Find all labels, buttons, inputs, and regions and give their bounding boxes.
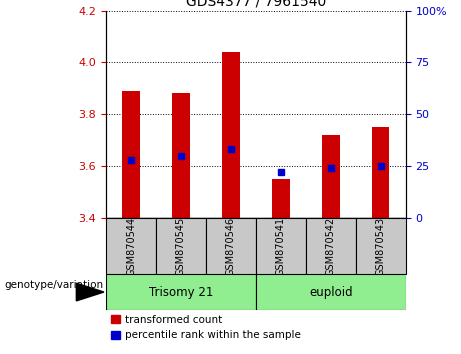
Bar bbox=[172, 93, 189, 218]
Text: euploid: euploid bbox=[309, 286, 353, 298]
Bar bbox=[106, 274, 256, 310]
Bar bbox=[222, 52, 240, 218]
Text: GSM870543: GSM870543 bbox=[376, 216, 386, 276]
Bar bbox=[272, 179, 290, 218]
Bar bbox=[372, 127, 390, 218]
Bar bbox=[306, 218, 356, 274]
Text: Trisomy 21: Trisomy 21 bbox=[149, 286, 213, 298]
Bar bbox=[206, 218, 256, 274]
Bar bbox=[356, 218, 406, 274]
Legend: transformed count, percentile rank within the sample: transformed count, percentile rank withi… bbox=[111, 315, 301, 340]
Text: GSM870544: GSM870544 bbox=[126, 216, 136, 276]
Bar bbox=[122, 91, 140, 218]
Bar bbox=[156, 218, 206, 274]
Bar bbox=[322, 135, 339, 218]
Title: GDS4377 / 7961540: GDS4377 / 7961540 bbox=[186, 0, 326, 8]
Text: GSM870542: GSM870542 bbox=[326, 216, 336, 276]
Bar bbox=[256, 274, 406, 310]
Text: GSM870541: GSM870541 bbox=[276, 216, 286, 276]
Bar bbox=[256, 218, 306, 274]
Text: genotype/variation: genotype/variation bbox=[5, 280, 104, 290]
Polygon shape bbox=[77, 283, 104, 301]
Bar bbox=[106, 218, 156, 274]
Text: GSM870546: GSM870546 bbox=[226, 216, 236, 276]
Text: GSM870545: GSM870545 bbox=[176, 216, 186, 276]
